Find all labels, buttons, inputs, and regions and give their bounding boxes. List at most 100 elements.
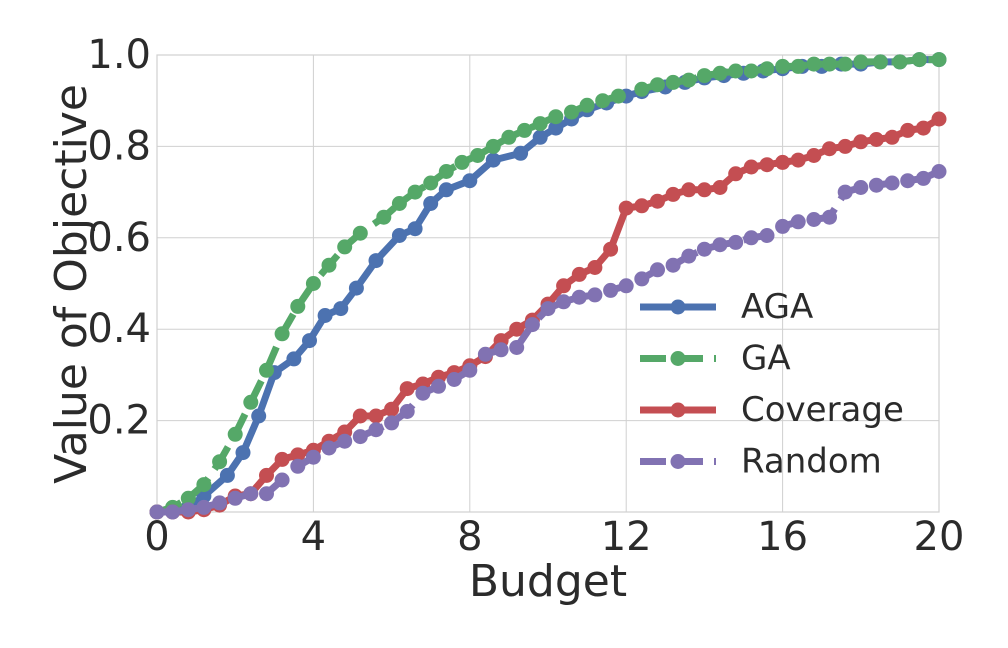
- data-point-random: [837, 184, 853, 200]
- data-point-random: [759, 228, 775, 243]
- data-point-random: [165, 504, 181, 520]
- plot-area-frame: [156, 54, 940, 513]
- data-point-aga: [391, 228, 407, 243]
- data-point-random: [822, 209, 837, 225]
- data-point-coverage: [743, 159, 759, 175]
- data-point-ga: [579, 97, 595, 113]
- data-point-coverage: [759, 157, 775, 173]
- data-point-coverage: [352, 408, 368, 424]
- data-point-ga: [634, 81, 650, 97]
- data-point-aga: [235, 445, 251, 461]
- data-point-random: [337, 433, 353, 449]
- data-point-coverage: [696, 182, 712, 198]
- data-point-ga: [227, 426, 243, 442]
- data-point-random: [650, 262, 665, 278]
- data-point-coverage: [556, 278, 572, 294]
- data-point-random: [368, 422, 384, 438]
- legend-label: GA: [741, 339, 791, 379]
- data-point-aga: [438, 182, 454, 198]
- data-point-ga: [610, 88, 626, 104]
- data-point-ga: [274, 326, 290, 342]
- legend-label: Coverage: [741, 390, 904, 430]
- data-point-ga: [376, 209, 392, 225]
- data-point-ga: [872, 54, 888, 70]
- data-point-coverage: [837, 138, 853, 154]
- data-point-ga: [259, 362, 274, 378]
- data-point-ga: [438, 164, 454, 179]
- data-point-coverage: [931, 111, 947, 127]
- data-point-aga: [251, 408, 267, 424]
- data-point-random: [915, 170, 931, 186]
- data-point-random: [196, 499, 212, 515]
- data-point-ga: [321, 257, 337, 273]
- legend-swatch-marker: [670, 402, 686, 418]
- data-point-coverage: [259, 467, 274, 483]
- data-point-ga: [352, 225, 368, 241]
- data-point-coverage: [290, 447, 306, 463]
- data-point-aga: [462, 173, 478, 189]
- data-point-random: [900, 173, 916, 189]
- data-point-random: [728, 234, 744, 250]
- data-point-random: [556, 294, 572, 310]
- y-tick-label: 1.0: [87, 32, 151, 78]
- data-point-random: [884, 175, 900, 191]
- data-point-coverage: [274, 451, 290, 467]
- legend: AGA GA Coverage Random: [640, 287, 904, 482]
- data-point-random: [775, 218, 791, 234]
- data-point-random: [571, 289, 587, 305]
- x-tick-label: 4: [301, 514, 326, 560]
- data-point-coverage: [775, 154, 791, 170]
- data-point-random: [274, 472, 290, 488]
- data-point-coverage: [665, 186, 681, 202]
- data-point-ga: [501, 129, 517, 145]
- data-point-coverage: [618, 200, 634, 216]
- y-tick-label: 0.6: [87, 215, 151, 261]
- data-point-ga: [759, 61, 775, 77]
- data-point-random: [509, 340, 525, 355]
- series-ga: [149, 52, 947, 520]
- data-point-random: [446, 372, 462, 387]
- x-tick-label: 20: [914, 514, 965, 560]
- legend-swatch-marker: [670, 351, 686, 366]
- data-point-ga: [728, 63, 744, 79]
- data-point-coverage: [650, 193, 665, 209]
- x-axis-label: Budget: [469, 556, 627, 607]
- data-point-coverage: [822, 141, 837, 157]
- x-tick-label: 12: [601, 514, 652, 560]
- data-point-ga: [712, 65, 728, 81]
- data-point-random: [462, 362, 478, 378]
- data-point-coverage: [868, 132, 884, 147]
- data-point-ga: [837, 56, 853, 72]
- data-point-ga: [911, 52, 927, 68]
- data-point-ga: [337, 239, 353, 255]
- x-tick-label: 8: [457, 514, 482, 560]
- data-point-aga: [532, 129, 548, 145]
- data-point-aga: [407, 221, 423, 237]
- data-point-random: [524, 317, 540, 333]
- data-point-ga: [665, 74, 681, 90]
- data-point-ga: [391, 196, 407, 211]
- data-point-random: [227, 490, 243, 506]
- data-point-ga: [892, 54, 908, 70]
- data-point-coverage: [681, 182, 697, 198]
- data-point-random: [415, 385, 431, 401]
- x-tick-labels: 0 4 8 12 16 20: [144, 514, 964, 560]
- data-point-random: [743, 230, 759, 246]
- data-point-aga: [317, 308, 333, 323]
- data-point-random: [696, 241, 712, 257]
- data-point-ga: [564, 104, 579, 120]
- data-point-random: [290, 458, 306, 474]
- legend-label: AGA: [741, 287, 813, 327]
- data-point-random: [352, 429, 368, 445]
- data-point-aga: [302, 333, 317, 349]
- data-point-aga: [333, 301, 349, 317]
- data-point-random: [806, 212, 822, 227]
- legend-label: Random: [741, 442, 882, 482]
- data-point-random: [149, 504, 165, 520]
- y-axis-label: Value of Objective: [46, 84, 97, 484]
- data-point-ga: [532, 116, 548, 132]
- legend-item-aga: AGA: [640, 287, 813, 327]
- data-point-coverage: [900, 122, 916, 138]
- data-point-ga: [931, 52, 947, 68]
- legend-item-random: Random: [640, 442, 882, 482]
